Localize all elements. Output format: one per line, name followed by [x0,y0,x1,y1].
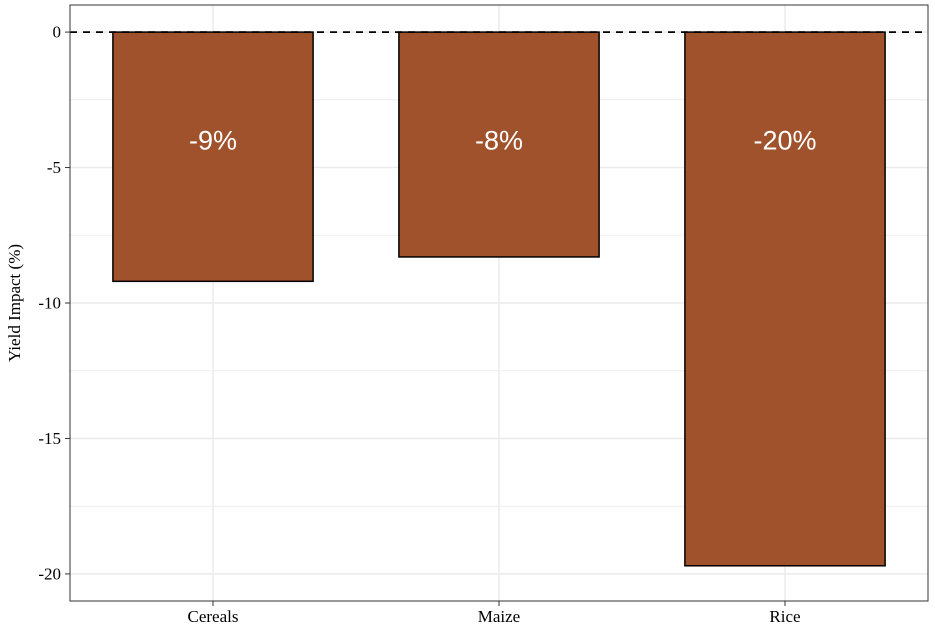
bar-labels-group: -9% -8% -20% [189,125,817,155]
x-tick-label-maize: Maize [478,607,520,626]
y-tick-label: -5 [47,158,61,177]
data-label-maize: -8% [475,125,523,155]
bar-cereals [112,31,314,283]
data-label-cereals: -9% [189,125,237,155]
y-axis: 0 -5 -10 -15 -20 [38,23,70,583]
data-label-rice: -20% [753,125,816,155]
y-tick-label: -15 [38,429,61,448]
y-tick-label: -20 [38,564,61,583]
x-axis: Cereals Maize Rice [188,601,801,626]
bar-maize [398,31,600,258]
y-axis-title: Yield Impact (%) [5,244,24,362]
bar-rice [684,31,886,567]
y-tick-label: 0 [53,23,62,42]
y-tick-label: -10 [38,294,61,313]
x-tick-label-cereals: Cereals [188,607,239,626]
bars-group [112,31,886,567]
x-tick-label-rice: Rice [769,607,800,626]
